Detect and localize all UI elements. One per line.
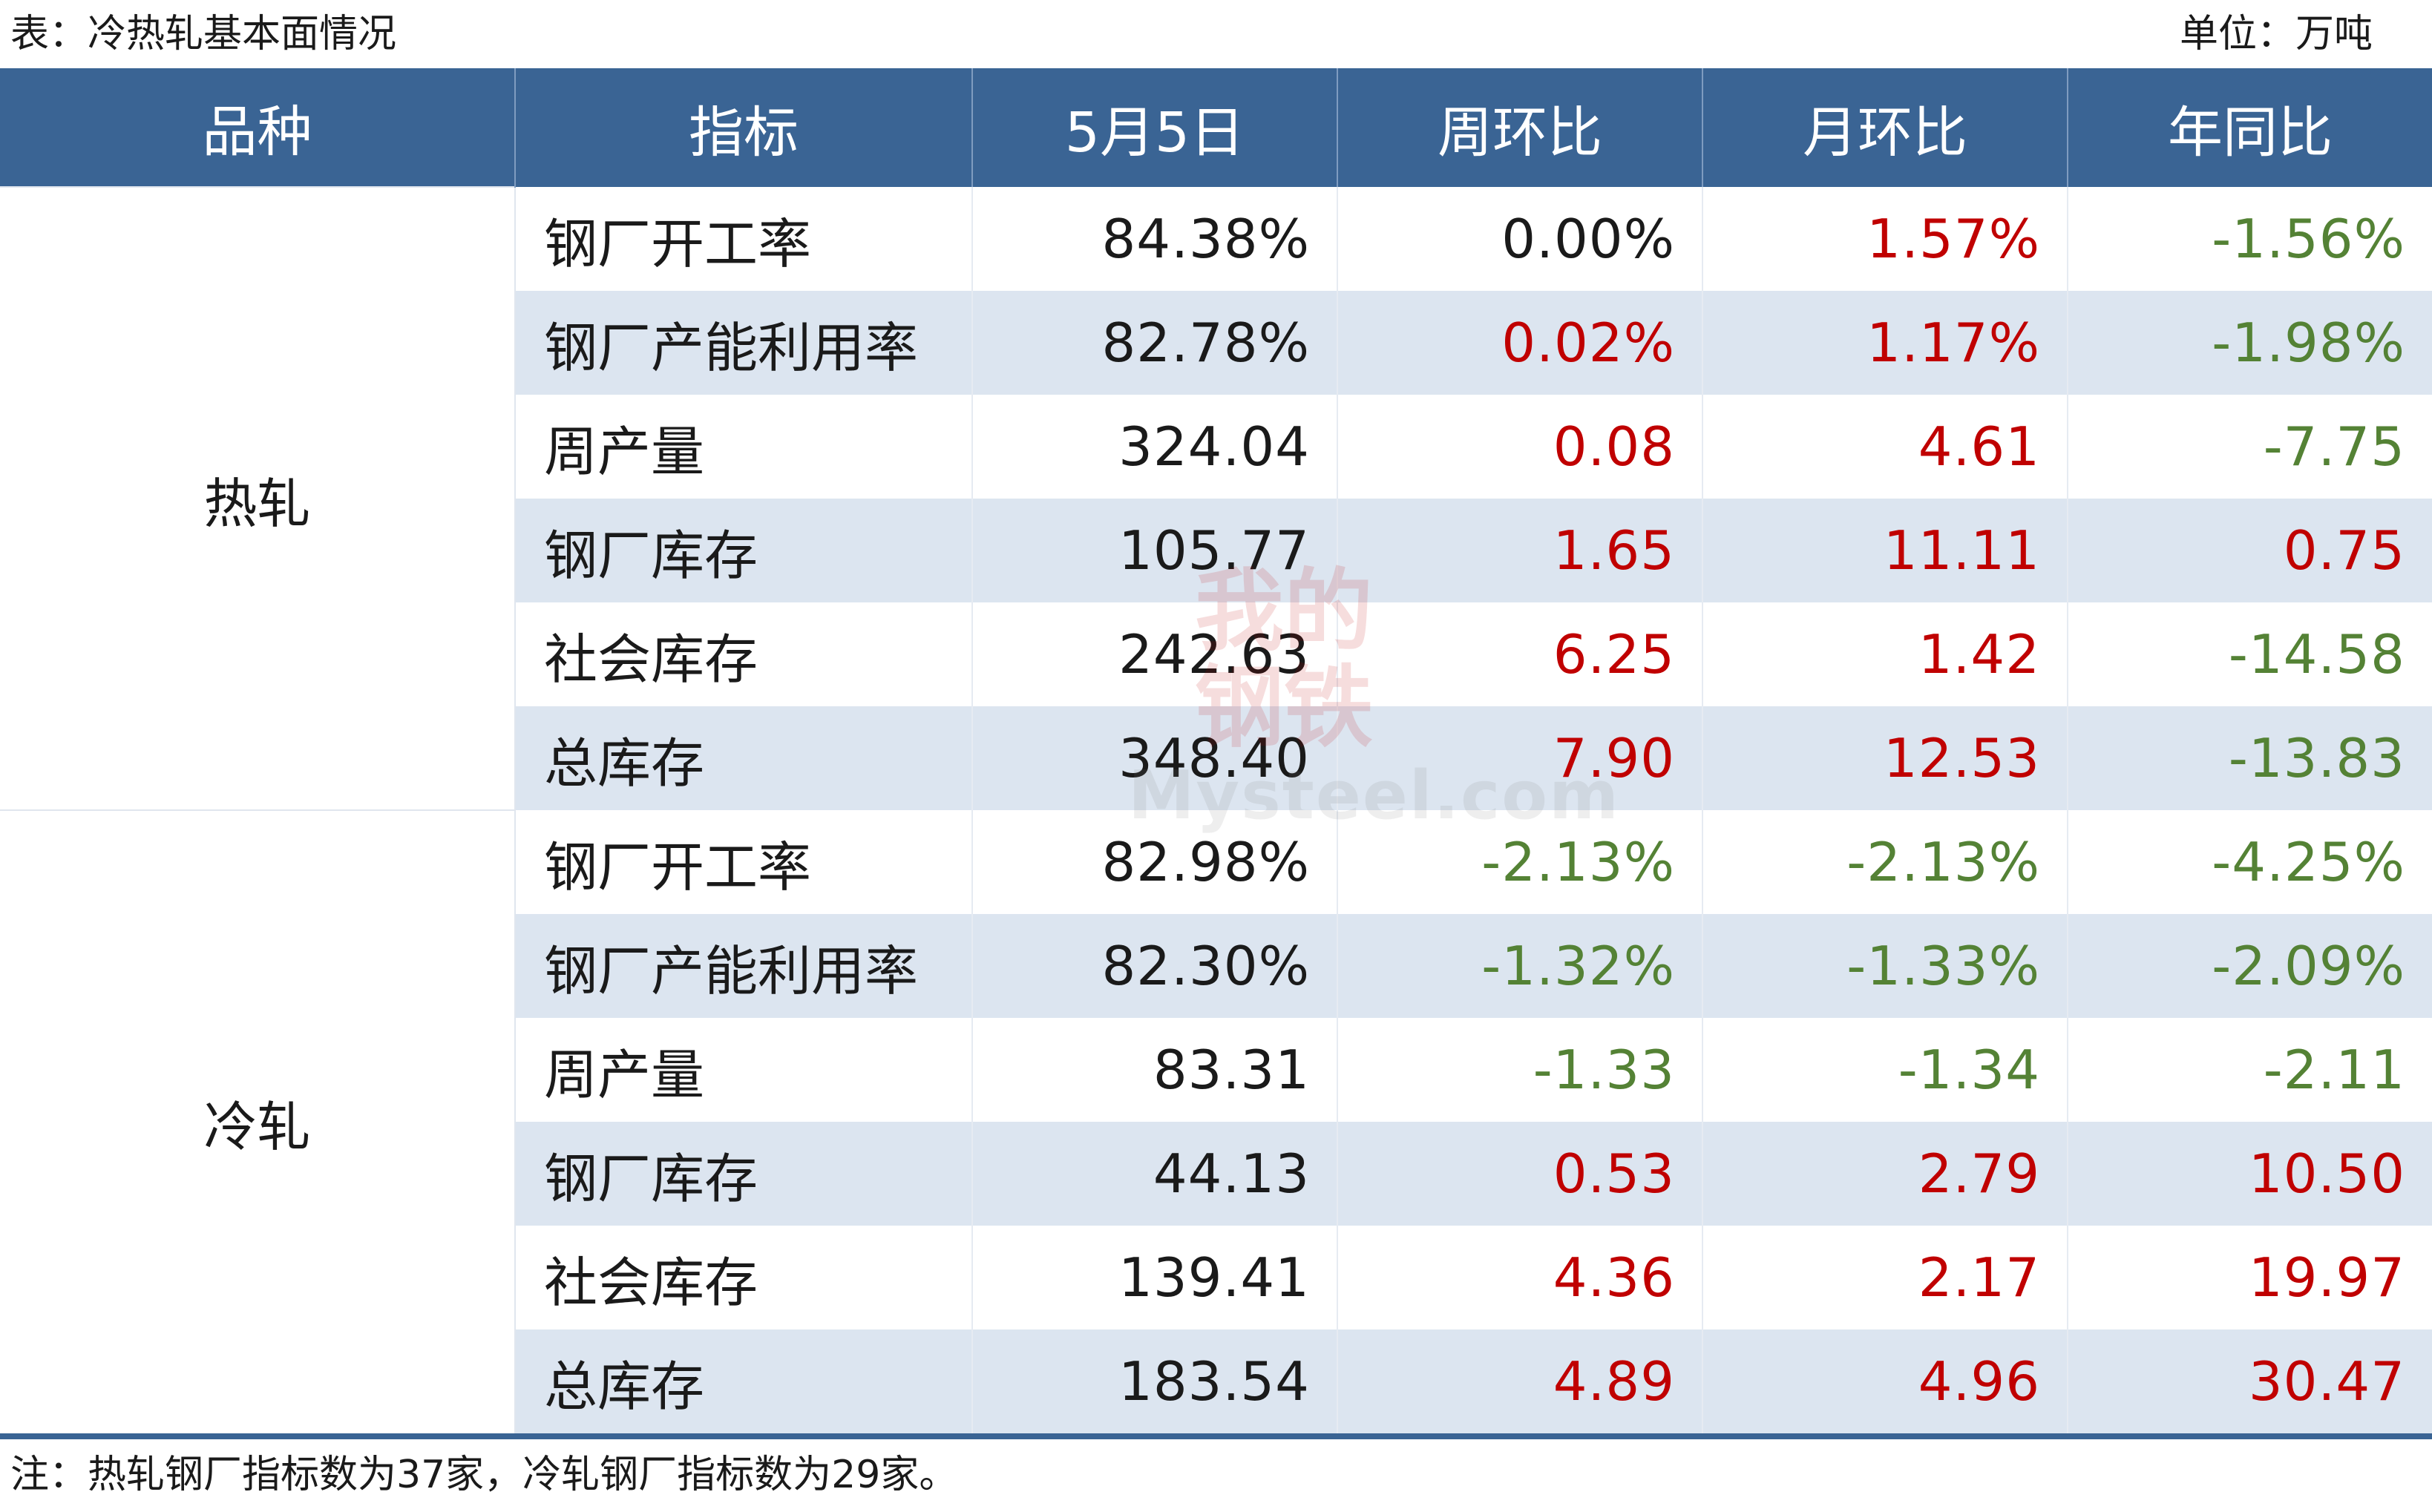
cell-value: 82.78% — [972, 291, 1338, 395]
cell-indicator: 钢厂产能利用率 — [515, 914, 973, 1018]
cell-wow: 0.53 — [1337, 1122, 1703, 1226]
cell-mom: -1.33% — [1702, 914, 2068, 1018]
cell-value: 324.04 — [972, 395, 1338, 499]
cell-yoy: -1.56% — [2068, 187, 2432, 291]
cell-yoy: -2.11 — [2068, 1018, 2432, 1122]
cell-mom: 4.96 — [1702, 1329, 2068, 1433]
table-row: 社会库存 242.63 6.25 1.42 -14.58 — [0, 602, 2432, 706]
cell-yoy: -13.83 — [2068, 706, 2432, 810]
table-row: 钢厂产能利用率 82.78% 0.02% 1.17% -1.98% — [0, 291, 2432, 395]
cell-wow: 1.65 — [1337, 499, 1703, 602]
cell-yoy: -2.09% — [2068, 914, 2432, 1018]
table-row: 钢厂产能利用率 82.30% -1.32% -1.33% -2.09% — [0, 914, 2432, 1018]
cell-value: 82.30% — [972, 914, 1338, 1018]
cell-mom: 12.53 — [1702, 706, 2068, 810]
cell-indicator: 钢厂库存 — [515, 1122, 973, 1226]
table-caption: 表：冷热轧基本面情况 — [10, 12, 397, 56]
header-indicator: 指标 — [515, 68, 973, 187]
cell-wow: 0.08 — [1337, 395, 1703, 499]
caption-row: 表：冷热轧基本面情况 单位：万吨 — [0, 0, 2432, 68]
header-yoy: 年同比 — [2068, 68, 2432, 187]
cell-indicator: 钢厂开工率 — [515, 810, 973, 914]
cell-value: 105.77 — [972, 499, 1338, 602]
table-row: 热轧 钢厂开工率 84.38% 0.00% 1.57% -1.56% — [0, 186, 2432, 810]
cell-wow: 4.89 — [1337, 1329, 1703, 1433]
cell-mom: 2.17 — [1702, 1226, 2068, 1329]
cell-yoy: -7.75 — [2068, 395, 2432, 499]
cell-value: 82.98% — [972, 810, 1338, 914]
table-row: 钢厂库存 44.13 0.53 2.79 10.50 — [0, 1122, 2432, 1226]
cell-value: 183.54 — [972, 1329, 1338, 1433]
cell-mom: -1.34 — [1702, 1018, 2068, 1122]
header-variety: 品种 — [0, 68, 516, 187]
cell-indicator: 社会库存 — [515, 1226, 973, 1329]
cell-indicator: 钢厂产能利用率 — [515, 291, 973, 395]
cell-yoy: 19.97 — [2068, 1226, 2432, 1329]
header-wow: 周环比 — [1337, 68, 1703, 187]
cell-yoy: -1.98% — [2068, 291, 2432, 395]
cell-mom: 11.11 — [1702, 499, 2068, 602]
table-row: 冷轧 钢厂开工率 82.98% -2.13% -2.13% -4.25% — [0, 809, 2432, 1433]
cell-yoy: 0.75 — [2068, 499, 2432, 602]
cell-mom: 1.17% — [1702, 291, 2068, 395]
footnote: 注：热轧钢厂指标数为37家，冷轧钢厂指标数为29家。 — [10, 1453, 958, 1497]
cell-wow: -2.13% — [1337, 810, 1703, 914]
cell-value: 139.41 — [972, 1226, 1338, 1329]
table-row: 钢厂库存 105.77 1.65 11.11 0.75 — [0, 499, 2432, 602]
cell-yoy: -4.25% — [2068, 810, 2432, 914]
cell-yoy: 10.50 — [2068, 1122, 2432, 1226]
table-row: 周产量 324.04 0.08 4.61 -7.75 — [0, 395, 2432, 499]
cell-wow: 0.00% — [1337, 187, 1703, 291]
data-table: 品种 指标 5月5日 周环比 月环比 年同比 热轧 钢厂开工率 84.38% 0.00… — [0, 68, 2432, 1433]
unit-label: 单位：万吨 — [2179, 12, 2373, 56]
cell-value: 348.40 — [972, 706, 1338, 810]
cell-indicator: 周产量 — [515, 395, 973, 499]
table-row: 总库存 183.54 4.89 4.96 30.47 — [0, 1329, 2432, 1433]
cell-indicator: 总库存 — [515, 706, 973, 810]
cell-value: 84.38% — [972, 187, 1338, 291]
cell-wow: 7.90 — [1337, 706, 1703, 810]
variety-cell: 冷轧 — [0, 809, 516, 1433]
cell-indicator: 总库存 — [515, 1329, 973, 1433]
header-mom: 月环比 — [1702, 68, 2068, 187]
cell-wow: -1.32% — [1337, 914, 1703, 1018]
header-date: 5月5日 — [972, 68, 1338, 187]
cell-yoy: 30.47 — [2068, 1329, 2432, 1433]
table-row: 社会库存 139.41 4.36 2.17 19.97 — [0, 1226, 2432, 1329]
cell-mom: 4.61 — [1702, 395, 2068, 499]
cell-indicator: 钢厂库存 — [515, 499, 973, 602]
cell-indicator: 周产量 — [515, 1018, 973, 1122]
cell-value: 83.31 — [972, 1018, 1338, 1122]
table-row: 周产量 83.31 -1.33 -1.34 -2.11 — [0, 1018, 2432, 1122]
bottom-rule — [0, 1433, 2432, 1439]
cell-mom: 1.57% — [1702, 187, 2068, 291]
cell-wow: 0.02% — [1337, 291, 1703, 395]
cell-value: 44.13 — [972, 1122, 1338, 1226]
table-row: 总库存 348.40 7.90 12.53 -13.83 — [0, 706, 2432, 810]
cell-indicator: 钢厂开工率 — [515, 187, 973, 291]
cell-wow: 6.25 — [1337, 602, 1703, 706]
cell-wow: -1.33 — [1337, 1018, 1703, 1122]
cell-value: 242.63 — [972, 602, 1338, 706]
cell-mom: 1.42 — [1702, 602, 2068, 706]
variety-cell: 热轧 — [0, 186, 516, 810]
header-row: 品种 指标 5月5日 周环比 月环比 年同比 — [0, 68, 2432, 187]
cell-indicator: 社会库存 — [515, 602, 973, 706]
table-body: 热轧 钢厂开工率 84.38% 0.00% 1.57% -1.56% 钢厂产能利用率 82.7… — [0, 186, 2432, 1433]
cell-mom: -2.13% — [1702, 810, 2068, 914]
cell-wow: 4.36 — [1337, 1226, 1703, 1329]
cell-mom: 2.79 — [1702, 1122, 2068, 1226]
cell-yoy: -14.58 — [2068, 602, 2432, 706]
